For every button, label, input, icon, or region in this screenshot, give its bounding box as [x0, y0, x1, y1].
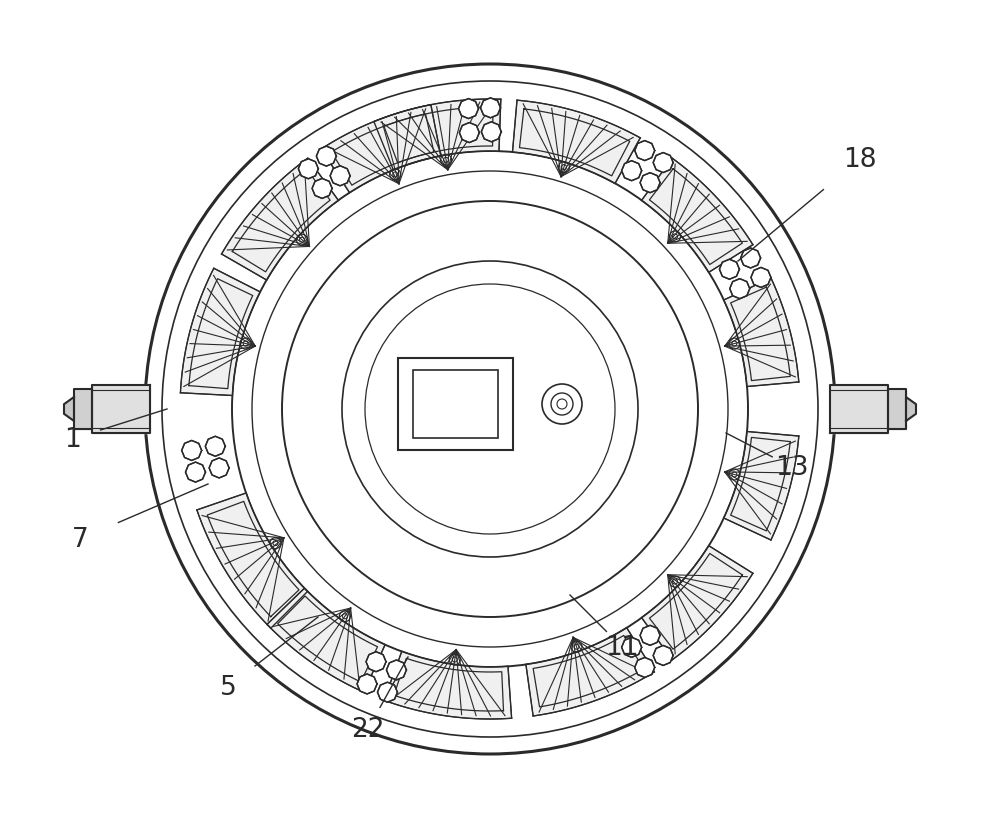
Polygon shape [384, 652, 512, 720]
Polygon shape [635, 657, 655, 677]
Bar [413, 371, 498, 439]
Polygon shape [64, 397, 74, 421]
Polygon shape [642, 159, 753, 273]
Polygon shape [312, 179, 332, 200]
Polygon shape [653, 646, 673, 666]
Polygon shape [730, 279, 750, 299]
Text: 13: 13 [775, 455, 809, 480]
Polygon shape [316, 147, 336, 167]
Polygon shape [182, 440, 202, 461]
Polygon shape [526, 628, 654, 716]
Text: 18: 18 [843, 147, 877, 173]
Polygon shape [180, 269, 260, 396]
Polygon shape [321, 105, 441, 194]
Polygon shape [185, 463, 205, 483]
Polygon shape [635, 142, 655, 161]
Polygon shape [357, 674, 377, 694]
Text: 1: 1 [64, 426, 80, 452]
Polygon shape [205, 436, 225, 457]
Polygon shape [481, 123, 501, 142]
Bar [398, 359, 512, 450]
Polygon shape [512, 101, 640, 184]
Polygon shape [298, 160, 318, 180]
Polygon shape [74, 389, 92, 430]
Text: 7: 7 [72, 527, 88, 552]
Text: 11: 11 [605, 634, 639, 660]
Polygon shape [830, 386, 888, 434]
Polygon shape [642, 546, 753, 660]
Polygon shape [741, 248, 761, 268]
Polygon shape [267, 589, 385, 692]
Polygon shape [653, 153, 673, 173]
Polygon shape [197, 493, 308, 628]
Polygon shape [459, 123, 479, 143]
Polygon shape [459, 99, 479, 119]
Polygon shape [888, 389, 906, 430]
Polygon shape [622, 161, 642, 181]
Polygon shape [377, 682, 397, 702]
Polygon shape [366, 652, 386, 672]
Polygon shape [480, 99, 500, 118]
Polygon shape [330, 166, 350, 186]
Polygon shape [640, 626, 660, 646]
Polygon shape [386, 660, 406, 680]
Polygon shape [622, 638, 642, 657]
Polygon shape [906, 397, 916, 421]
Polygon shape [724, 279, 799, 387]
Polygon shape [222, 159, 338, 281]
Text: 22: 22 [351, 716, 385, 742]
Polygon shape [724, 432, 799, 541]
Polygon shape [751, 268, 771, 288]
Polygon shape [374, 100, 501, 171]
Polygon shape [209, 459, 229, 479]
Polygon shape [92, 386, 150, 434]
Polygon shape [719, 260, 739, 280]
Text: 5: 5 [220, 674, 236, 700]
Polygon shape [640, 174, 660, 194]
